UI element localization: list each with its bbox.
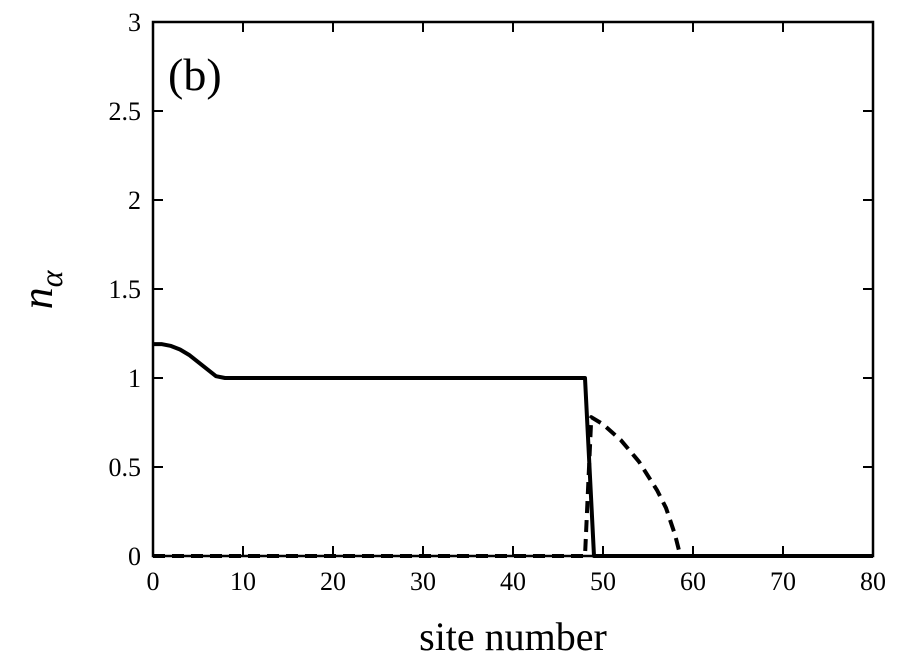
- series-line-dashed: [153, 415, 873, 558]
- y-axis-title-subscript: α: [33, 269, 69, 287]
- plot-marks: [153, 342, 873, 558]
- plot-frame: [151, 20, 875, 558]
- y-axis-title-main: n: [13, 287, 62, 309]
- y-axis-ticks: 0 0.5 1 1.5 2 2.5 3: [109, 8, 873, 571]
- x-tick-label: 20: [320, 567, 346, 596]
- x-axis-ticks: 0 10 20 30 40 50 60 70 80: [147, 22, 886, 596]
- panel-label: (b): [168, 49, 222, 100]
- y-tick-label: 3: [128, 8, 141, 37]
- y-tick-label: 2.5: [109, 97, 142, 126]
- y-tick-label: 1: [128, 364, 141, 393]
- x-tick-label: 50: [590, 567, 616, 596]
- y-tick-label: 0: [128, 542, 141, 571]
- x-tick-label: 30: [410, 567, 436, 596]
- x-tick-label: 10: [230, 567, 256, 596]
- y-tick-label: 1.5: [109, 275, 142, 304]
- x-tick-label: 80: [860, 567, 886, 596]
- series-line-solid: [153, 342, 873, 558]
- x-tick-label: 70: [770, 567, 796, 596]
- y-axis-title: nα: [13, 269, 69, 309]
- y-tick-label: 0.5: [109, 453, 142, 482]
- x-tick-label: 0: [147, 567, 160, 596]
- x-tick-label: 40: [500, 567, 526, 596]
- x-axis-title: site number: [419, 614, 607, 659]
- x-tick-label: 60: [680, 567, 706, 596]
- y-tick-label: 2: [128, 186, 141, 215]
